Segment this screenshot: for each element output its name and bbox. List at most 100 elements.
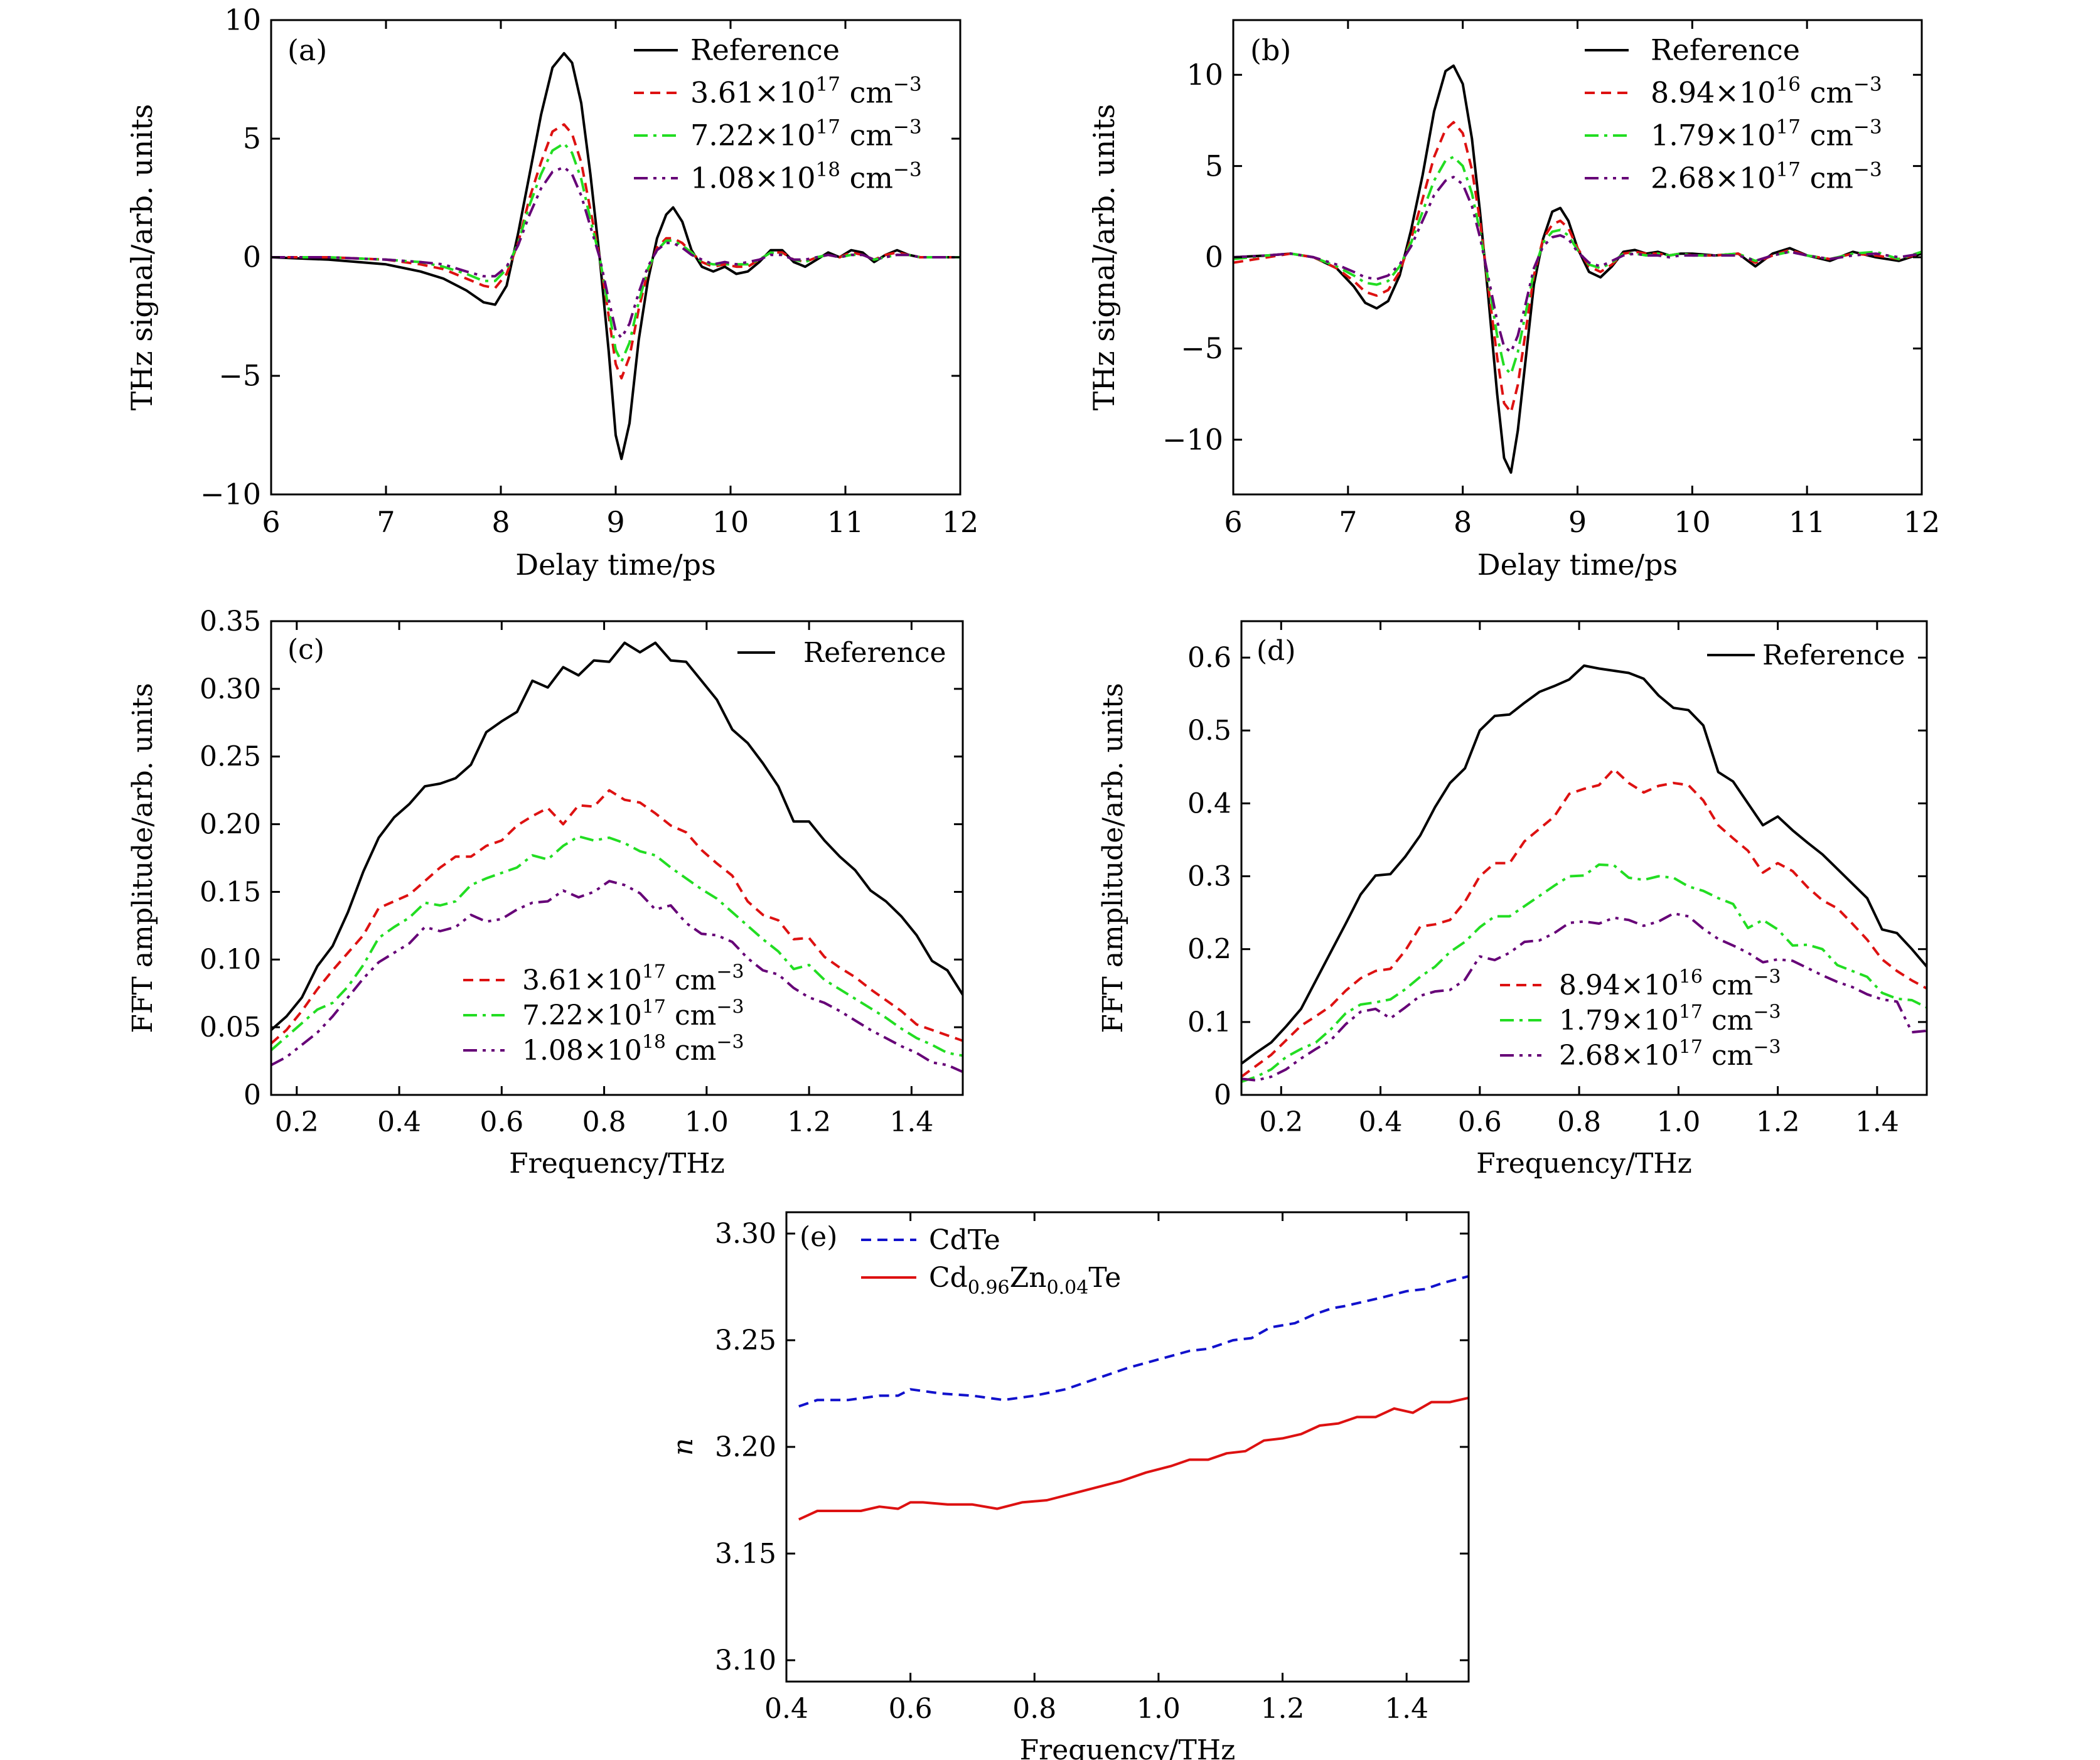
series-line-c-0 <box>271 641 963 1032</box>
x-tick-label: 1.0 <box>1137 1693 1181 1725</box>
series-line-a-1 <box>271 123 960 380</box>
x-axis-label: Frequency/THz <box>1476 1148 1692 1180</box>
y-tick-label: 0.2 <box>1187 934 1231 966</box>
y-tick-label: 0.3 <box>1187 860 1231 892</box>
x-tick-label: 1.2 <box>1261 1693 1305 1725</box>
y-tick-label: 3.25 <box>715 1325 776 1357</box>
x-tick-label: 0.8 <box>1557 1106 1601 1138</box>
x-tick-label: 0.6 <box>1458 1106 1502 1138</box>
y-tick-label: 5 <box>1205 149 1223 183</box>
x-tick-label: 7 <box>1339 505 1357 539</box>
legend-label: 1.08×1018 cm−3 <box>690 158 922 195</box>
y-tick-label: −10 <box>1162 422 1223 456</box>
series-line-a-2 <box>271 142 960 363</box>
x-tick-label: 0.6 <box>889 1693 933 1725</box>
x-tick-label: 0.8 <box>582 1106 626 1138</box>
legend-label: 2.68×1017 cm−3 <box>1651 158 1882 195</box>
x-tick-label: 9 <box>1568 505 1587 539</box>
series-line-b-0 <box>1233 64 1922 474</box>
series-line-e-0 <box>798 1275 1469 1408</box>
x-tick-label: 0.4 <box>1359 1106 1403 1138</box>
legend-label: Reference <box>690 33 840 67</box>
y-tick-label: 0 <box>243 240 261 274</box>
legend-label: 2.68×1017 cm−3 <box>1559 1036 1781 1071</box>
legend-label: 8.94×1016 cm−3 <box>1559 966 1781 1001</box>
y-tick-label: 3.15 <box>715 1538 776 1570</box>
x-tick-label: 1.0 <box>685 1106 729 1138</box>
chart-panel-e: 0.4 0.6 0.8 1.0 1.2 1.4 3.10 3.15 3.20 3.25 3.30 Fr… <box>667 1211 1470 1760</box>
y-tick-label: 0.15 <box>200 876 261 908</box>
y-axis-label: THz signal/arb. units <box>1087 104 1121 411</box>
y-tick-label: 0.30 <box>200 673 261 705</box>
series-line-d-1 <box>1241 767 1927 1078</box>
y-tick-label: 0.20 <box>200 809 261 841</box>
x-tick-label: 12 <box>1904 505 1941 539</box>
y-axis-label: FFT amplitude/arb. units <box>1097 683 1129 1033</box>
legend-label: 1.79×1017 cm−3 <box>1559 1001 1781 1036</box>
plot-frame-d <box>1240 620 1928 1096</box>
legend-label: 7.22×1017 cm−3 <box>522 996 744 1031</box>
x-tick-label: 11 <box>827 505 864 539</box>
y-tick-label: −10 <box>200 477 261 511</box>
y-tick-label: 0.25 <box>200 741 261 773</box>
series-line-e-1 <box>798 1396 1469 1521</box>
y-axis-label: n <box>667 1438 699 1456</box>
y-tick-label: −5 <box>1181 331 1223 365</box>
legend-label: 1.79×1017 cm−3 <box>1651 115 1882 152</box>
x-tick-label: 0.4 <box>764 1693 808 1725</box>
legend-label: Reference <box>1762 639 1905 671</box>
legend-label: Reference <box>1651 33 1800 67</box>
y-tick-label: 3.10 <box>715 1645 776 1677</box>
plot-frame-c <box>270 620 964 1096</box>
x-tick-label: 1.0 <box>1656 1106 1700 1138</box>
chart-panel-a: 6 7 8 9 10 11 12 −10 −5 0 5 10 Delay time/ps THz sign… <box>125 3 978 582</box>
legend-label: 8.94×1016 cm−3 <box>1651 73 1882 109</box>
x-tick-label: 12 <box>942 505 979 539</box>
y-tick-label: 0 <box>244 1079 261 1111</box>
y-tick-label: 0.35 <box>200 605 261 637</box>
x-tick-label: 6 <box>1224 505 1242 539</box>
chart-panel-c: 0.2 0.4 0.6 0.8 1.0 1.2 1.4 0 0.05 0.10 0.15 0.20 0.… <box>127 605 964 1180</box>
x-tick-label: 1.4 <box>1855 1106 1899 1138</box>
x-tick-label: 0.2 <box>1259 1106 1303 1138</box>
series-line-a-0 <box>271 51 960 461</box>
x-tick-label: 9 <box>606 505 624 539</box>
x-tick-label: 1.2 <box>787 1106 831 1138</box>
y-tick-label: 0.10 <box>200 944 261 976</box>
y-tick-label: 10 <box>224 3 261 37</box>
legend-label: Cd0.96Zn0.04Te <box>929 1262 1121 1299</box>
chart-panel-b: 6 7 8 9 10 11 12 −10 −5 0 5 10 Delay time/ps THz sign… <box>1087 19 1941 582</box>
series-line-b-3 <box>1233 176 1922 354</box>
y-tick-label: 5 <box>243 122 261 156</box>
legend-label: Reference <box>803 637 946 669</box>
y-tick-label: 0.6 <box>1187 642 1231 674</box>
panel-label: (a) <box>287 33 327 67</box>
x-tick-label: 8 <box>1454 505 1472 539</box>
x-tick-label: 10 <box>712 505 749 539</box>
y-axis-label: FFT amplitude/arb. units <box>127 683 159 1033</box>
series-line-c-3 <box>271 880 963 1074</box>
x-axis-label: Frequency/THz <box>1020 1734 1236 1760</box>
y-axis-label: THz signal/arb. units <box>125 104 159 411</box>
x-axis-label: Delay time/ps <box>515 548 715 582</box>
series-line-d-0 <box>1241 664 1927 1065</box>
panel-label: (d) <box>1256 635 1296 667</box>
x-tick-label: 1.4 <box>889 1106 933 1138</box>
x-axis-label: Delay time/ps <box>1477 548 1678 582</box>
series-line-c-1 <box>271 789 963 1045</box>
y-tick-label: 0 <box>1205 240 1223 274</box>
legend-label: 3.61×1017 cm−3 <box>522 961 744 996</box>
x-tick-label: 0.6 <box>479 1106 523 1138</box>
x-tick-label: 6 <box>262 505 280 539</box>
legend-label: CdTe <box>929 1224 1000 1256</box>
legend-label: 3.61×1017 cm−3 <box>690 73 922 109</box>
x-tick-label: 0.2 <box>275 1106 319 1138</box>
panel-label: (e) <box>800 1221 837 1253</box>
y-tick-label: 3.20 <box>715 1431 776 1463</box>
y-tick-label: 3.30 <box>715 1218 776 1250</box>
x-tick-label: 8 <box>491 505 510 539</box>
series-line-d-2 <box>1241 863 1927 1083</box>
x-tick-label: 11 <box>1789 505 1826 539</box>
x-tick-label: 0.8 <box>1012 1693 1056 1725</box>
